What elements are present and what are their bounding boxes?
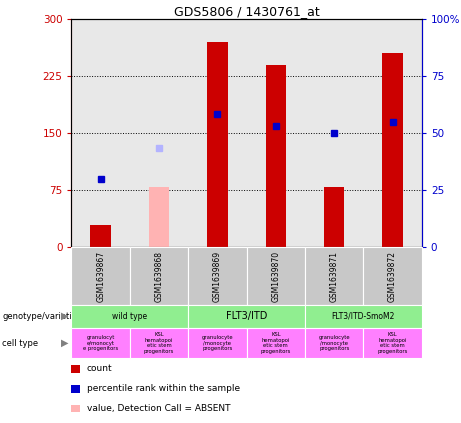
Text: GSM1639868: GSM1639868 <box>154 250 164 302</box>
Text: wild type: wild type <box>112 312 148 321</box>
Text: value, Detection Call = ABSENT: value, Detection Call = ABSENT <box>87 404 230 413</box>
Bar <box>324 187 344 247</box>
Text: ▶: ▶ <box>61 338 68 348</box>
Text: cell type: cell type <box>2 338 38 348</box>
Title: GDS5806 / 1430761_at: GDS5806 / 1430761_at <box>174 5 319 18</box>
Bar <box>266 65 286 247</box>
Text: granulocyt
e/monocyt
e progenitors: granulocyt e/monocyt e progenitors <box>83 335 118 351</box>
Text: KSL
hematopoi
etic stem
progenitors: KSL hematopoi etic stem progenitors <box>260 332 291 354</box>
Text: GSM1639872: GSM1639872 <box>388 250 397 302</box>
Text: count: count <box>87 364 112 374</box>
Text: GSM1639870: GSM1639870 <box>272 250 280 302</box>
Bar <box>90 225 111 247</box>
Text: percentile rank within the sample: percentile rank within the sample <box>87 384 240 393</box>
Text: GSM1639869: GSM1639869 <box>213 250 222 302</box>
Text: genotype/variation: genotype/variation <box>2 312 83 321</box>
Text: KSL
hematopoi
etic stem
progenitors: KSL hematopoi etic stem progenitors <box>144 332 174 354</box>
Bar <box>149 187 169 247</box>
Text: granulocyte
/monocyte
progenitors: granulocyte /monocyte progenitors <box>319 335 350 351</box>
Text: FLT3/ITD-SmoM2: FLT3/ITD-SmoM2 <box>332 312 395 321</box>
Text: GSM1639871: GSM1639871 <box>330 250 339 302</box>
Bar <box>382 53 403 247</box>
Text: FLT3/ITD: FLT3/ITD <box>226 311 267 321</box>
Text: KSL
hematopoi
etic stem
progenitors: KSL hematopoi etic stem progenitors <box>378 332 408 354</box>
Text: granulocyte
/monocyte
progenitors: granulocyte /monocyte progenitors <box>201 335 233 351</box>
Bar <box>207 42 228 247</box>
Text: ▶: ▶ <box>61 311 68 321</box>
Text: GSM1639867: GSM1639867 <box>96 250 105 302</box>
